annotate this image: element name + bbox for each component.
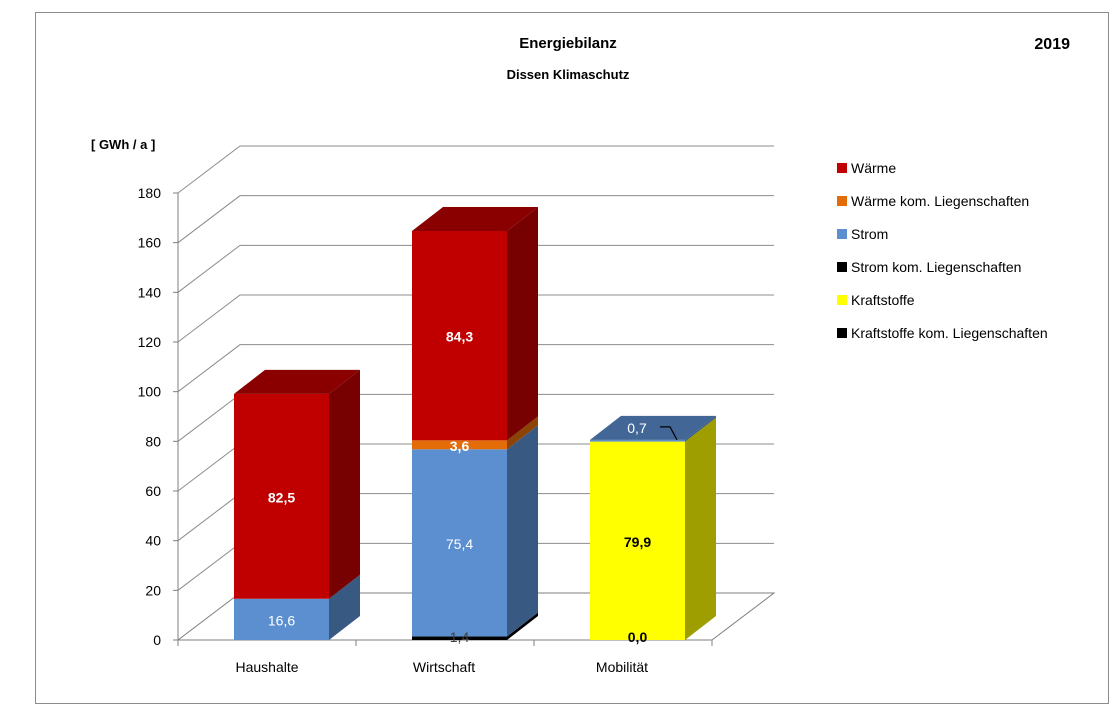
- legend-swatch: [837, 262, 847, 272]
- bar-side-waerme-kom-liegenschaften: [507, 416, 538, 450]
- legend-swatch: [837, 229, 847, 239]
- data-labels: 82,5 16,6 84,3 3,6 75,4 1,4 0,7 79,9 0,0: [268, 329, 678, 645]
- y-tick-label: 60: [145, 483, 161, 499]
- bar-waerme: [234, 393, 329, 599]
- legend-entry: Strom kom. Liegenschaften: [851, 259, 1021, 275]
- legend: Wärme Wärme kom. Liegenschaften Strom Strom…: [837, 160, 1048, 341]
- bar-waerme-kom-liegenschaften: [412, 440, 507, 450]
- data-label: 0,0: [628, 629, 648, 645]
- bar-top-waerme: [412, 206, 538, 231]
- bar-side-strom-kom-liegenschaften: [507, 612, 538, 640]
- legend-entry: Wärme kom. Liegenschaften: [851, 193, 1029, 209]
- bar-side-strom: [685, 415, 716, 442]
- y-tick-label: 20: [145, 582, 161, 598]
- legend-swatch: [837, 196, 847, 206]
- data-label: 16,6: [268, 612, 295, 628]
- y-tick-label: 160: [138, 235, 162, 251]
- y-tick-label: 0: [153, 632, 161, 648]
- legend-entry: Kraftstoffe: [851, 292, 915, 308]
- data-label: 1,4: [450, 629, 470, 645]
- bar-strom: [412, 449, 507, 637]
- x-tick-label: Wirtschaft: [413, 659, 475, 675]
- bar-side-kraftstoffe: [685, 417, 716, 640]
- data-label: 75,4: [446, 536, 473, 552]
- bar-strom: [234, 598, 329, 640]
- gridlines: [177, 145, 776, 641]
- bar-side-waerme: [507, 206, 538, 441]
- bar-top-strom: [590, 415, 716, 440]
- bars: [234, 206, 716, 640]
- bar-strom: [590, 439, 685, 442]
- bar-waerme: [412, 230, 507, 441]
- y-tick-label: 120: [138, 334, 162, 350]
- bar-top-waerme: [234, 369, 360, 394]
- legend-swatch: [837, 328, 847, 338]
- bar-side-waerme: [329, 369, 360, 599]
- gridline: [177, 344, 774, 393]
- chart-title: Energiebilanz: [519, 35, 617, 52]
- data-label: 84,3: [446, 329, 473, 345]
- bar-kraftstoffe: [590, 441, 685, 640]
- leader-line: [660, 426, 678, 441]
- y-tick-label: 180: [138, 185, 162, 201]
- legend-entry: Strom: [851, 226, 888, 242]
- chart-frame: [35, 12, 1109, 704]
- bar-side-strom: [507, 425, 538, 637]
- legend-entry: Wärme: [851, 160, 896, 176]
- y-tick-label: 40: [145, 533, 161, 549]
- chart-subtitle: Dissen Klimaschutz: [507, 67, 630, 82]
- data-label: 0,7: [627, 420, 647, 436]
- gridline: [177, 145, 774, 194]
- gridline: [177, 244, 774, 293]
- y-tick-label: 80: [145, 433, 161, 449]
- data-label: 79,9: [624, 534, 651, 550]
- data-label: 3,6: [450, 438, 470, 454]
- gridline: [177, 195, 774, 244]
- y-tick-label: 100: [138, 384, 162, 400]
- gridline: [177, 294, 774, 343]
- bar-side-strom: [329, 574, 360, 640]
- bar-strom-kom-liegenschaften: [412, 636, 507, 640]
- legend-swatch: [837, 295, 847, 305]
- y-axis-label: [ GWh / a ]: [91, 137, 155, 152]
- chart-year: 2019: [1034, 36, 1070, 53]
- x-tick-label: Haushalte: [235, 659, 298, 675]
- data-label: 82,5: [268, 489, 295, 505]
- legend-swatch: [837, 163, 847, 173]
- legend-entry: Kraftstoffe kom. Liegenschaften: [851, 325, 1048, 341]
- x-tick-label: Mobilität: [596, 659, 648, 675]
- y-tick-label: 140: [138, 284, 162, 300]
